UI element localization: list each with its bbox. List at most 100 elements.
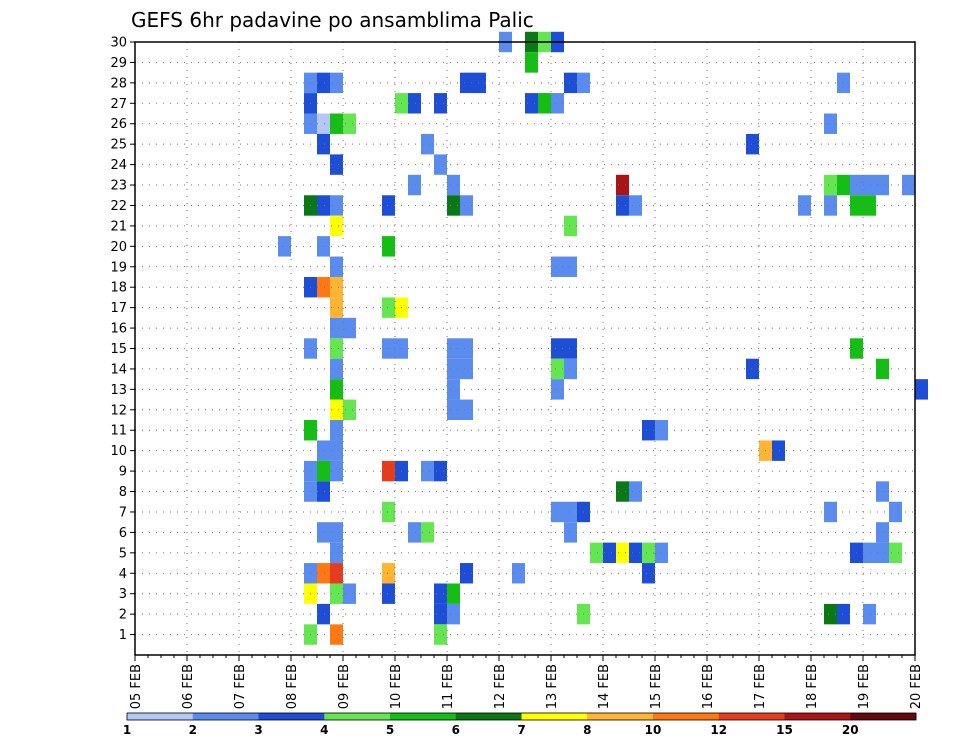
precip-cell <box>382 501 395 523</box>
precip-cell <box>824 174 837 196</box>
y-tick-label: 19 <box>110 260 127 275</box>
precip-cell <box>889 542 902 564</box>
x-tick-label: 08 FEB <box>285 664 300 709</box>
precip-cell <box>590 542 603 564</box>
precip-cell <box>863 195 876 216</box>
precip-cell <box>330 624 343 645</box>
x-tick-label: 19 FEB <box>857 664 872 709</box>
colorbar-label: 12 <box>710 723 727 737</box>
precip-cell <box>551 93 564 114</box>
precip-cell <box>330 195 343 216</box>
y-tick-label: 21 <box>110 219 127 234</box>
precip-cell <box>408 93 421 114</box>
y-axis: 1234567891011121314151617181920212223242… <box>110 36 135 643</box>
y-tick-label: 16 <box>110 322 127 337</box>
precip-cell <box>447 399 460 421</box>
precip-cell <box>317 113 330 134</box>
precip-cell <box>330 72 343 94</box>
colorbar-swatch <box>587 713 654 720</box>
x-tick-label: 14 FEB <box>597 664 612 709</box>
precip-cell <box>447 358 460 380</box>
precip-cell <box>434 583 447 604</box>
y-tick-label: 15 <box>110 342 127 357</box>
precip-cell <box>278 236 291 257</box>
y-tick-label: 28 <box>110 76 127 91</box>
x-tick-label: 20 FEB <box>909 664 924 709</box>
precip-cell <box>330 583 343 604</box>
precip-cell <box>824 195 837 216</box>
precip-cell <box>629 195 642 216</box>
precip-cell <box>330 522 343 543</box>
precip-cell <box>460 399 473 421</box>
precip-cell <box>629 542 642 564</box>
precip-cell <box>330 542 343 564</box>
precip-cell <box>434 603 447 625</box>
precip-cell <box>330 276 343 298</box>
x-tick-label: 17 FEB <box>753 664 768 709</box>
precip-cell <box>876 542 889 564</box>
precip-cell <box>798 195 811 216</box>
colorbar-swatch <box>127 713 194 720</box>
precip-cell <box>330 460 343 482</box>
y-tick-label: 1 <box>119 628 127 643</box>
y-tick-label: 9 <box>119 465 127 480</box>
y-tick-label: 4 <box>119 567 127 582</box>
precip-cell <box>382 563 395 584</box>
y-tick-label: 14 <box>110 362 127 377</box>
precip-cell <box>876 522 889 543</box>
precip-cell <box>837 174 850 196</box>
precip-cell <box>460 563 473 584</box>
precip-cell <box>902 174 915 196</box>
colorbar-label: 6 <box>452 723 460 737</box>
precip-cell <box>603 542 616 564</box>
colorbar-legend: 1 2 3 4 5 6 7 8 10 12 15 20 <box>123 712 917 737</box>
precip-cell <box>408 522 421 543</box>
chart-title: GEFS 6hr padavine po ansamblima Palic <box>131 8 534 32</box>
colorbar-label: 8 <box>583 723 591 737</box>
precip-cell <box>330 420 343 441</box>
precip-cell <box>330 297 343 318</box>
y-tick-label: 23 <box>110 179 127 194</box>
y-tick-label: 18 <box>110 281 127 296</box>
y-tick-label: 27 <box>110 97 127 112</box>
x-tick-label: 10 FEB <box>389 664 404 709</box>
precip-cell <box>616 481 629 502</box>
precip-cell <box>434 93 447 114</box>
colorbar-label: 20 <box>842 723 859 737</box>
precip-cell <box>824 603 837 625</box>
precip-cell <box>863 542 876 564</box>
precip-cell <box>330 399 343 421</box>
precip-cell <box>551 501 564 523</box>
x-tick-label: 07 FEB <box>233 664 248 709</box>
colorbar-swatch <box>521 713 588 720</box>
colorbar-swatch <box>192 713 259 720</box>
precip-cell <box>629 481 642 502</box>
colorbar-label: 15 <box>776 723 793 737</box>
precip-cell <box>460 195 473 216</box>
precip-cell <box>616 542 629 564</box>
x-axis: 05 FEB 06 FEB 07 FEB 08 FEB 09 FEB 10 FEB 11 F… <box>129 655 924 709</box>
y-tick-label: 6 <box>119 526 127 541</box>
y-tick-label: 25 <box>110 138 127 153</box>
precip-cell <box>343 317 356 339</box>
precip-cell <box>525 52 538 73</box>
y-tick-label: 3 <box>119 587 127 602</box>
y-tick-label: 2 <box>119 608 127 623</box>
precip-cell <box>655 542 668 564</box>
precip-cell <box>915 379 928 400</box>
colorbar-swatch <box>455 713 522 720</box>
precip-cell <box>330 338 343 359</box>
y-tick-label: 17 <box>110 301 127 316</box>
precip-cell <box>447 379 460 400</box>
y-tick-label: 11 <box>110 424 127 439</box>
precip-cell <box>382 297 395 318</box>
precip-cell <box>317 133 330 155</box>
precip-cell <box>889 501 902 523</box>
precip-cell <box>772 440 785 461</box>
precip-cell <box>421 460 434 482</box>
precip-cell <box>434 624 447 645</box>
precip-cell <box>837 72 850 94</box>
precip-cell <box>824 501 837 523</box>
precip-cell <box>317 440 330 461</box>
y-tick-label: 30 <box>110 36 127 51</box>
